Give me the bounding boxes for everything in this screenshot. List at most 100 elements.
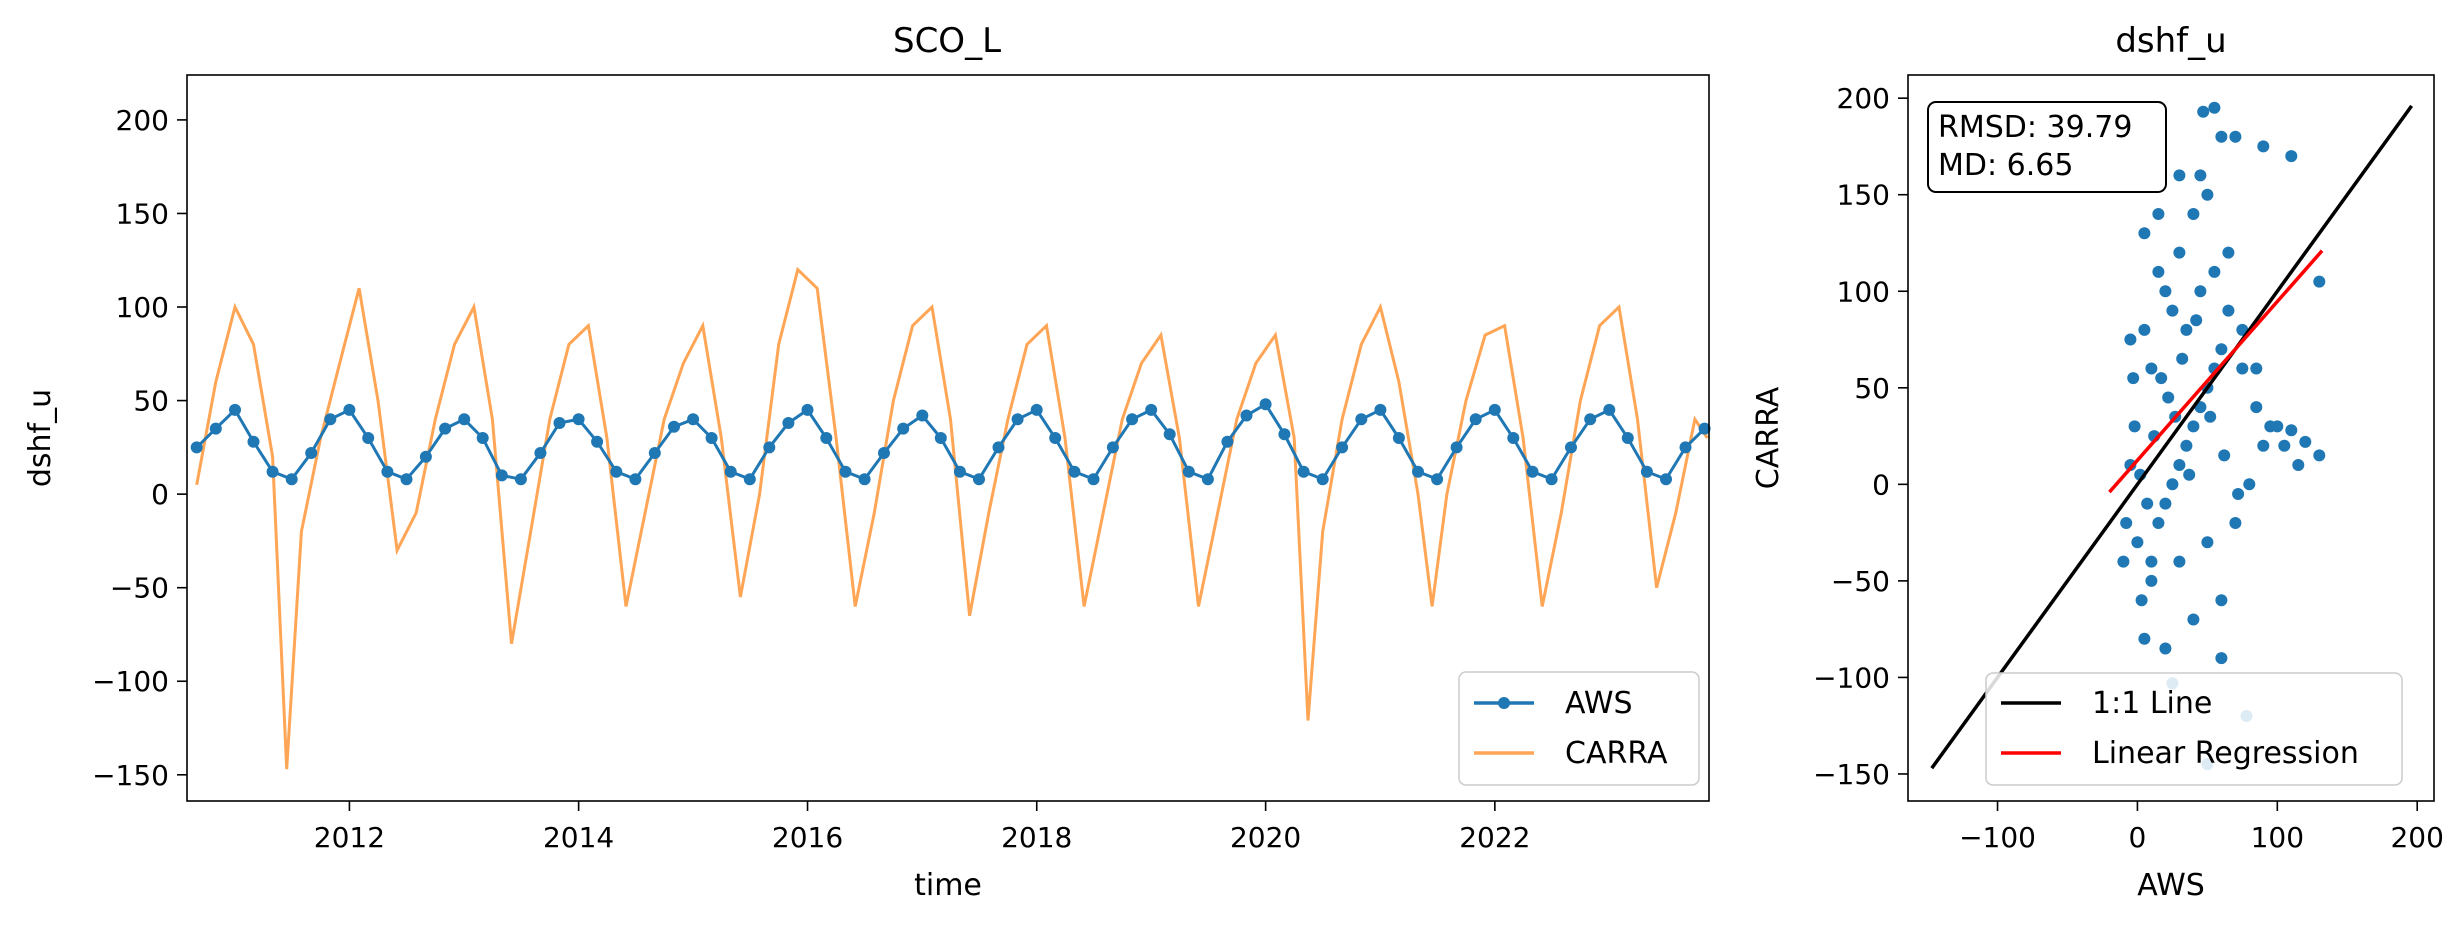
aws-point	[1431, 473, 1444, 486]
scatter-legend-box	[1985, 672, 2403, 786]
aws-point	[1660, 473, 1672, 486]
aws-point	[1049, 432, 1062, 444]
scatter-point	[2285, 150, 2298, 163]
scatter-point	[2159, 285, 2172, 298]
aws-point	[209, 422, 222, 435]
scatter-point	[2155, 372, 2168, 385]
aws-point	[1412, 465, 1424, 478]
y-tick-label: −100	[92, 665, 169, 698]
y-tick-label: 0	[151, 478, 169, 511]
y-tick-label: 100	[1837, 275, 1890, 308]
aws-point	[820, 432, 833, 444]
scatter-point	[2138, 227, 2151, 240]
timeseries-legend: AWS CARRA	[1458, 671, 1700, 786]
aws-point	[992, 441, 1005, 454]
scatter-point	[2271, 420, 2284, 433]
aws-series	[190, 398, 1711, 486]
x-tick-label: 2018	[1001, 821, 1072, 854]
aws-point	[1087, 473, 1100, 486]
scatter-point	[2152, 517, 2165, 529]
scatter-point	[2187, 613, 2200, 626]
scatter-point	[2299, 435, 2312, 448]
aws-point	[285, 473, 298, 486]
scatter-y-label: CARRA	[1751, 386, 1786, 489]
scatter-point	[2141, 497, 2154, 510]
scatter-lines	[1930, 104, 2414, 770]
x-tick-label: 100	[2251, 821, 2304, 854]
stats-md: MD: 6.65	[1938, 148, 2073, 183]
aws-point	[1259, 398, 1272, 411]
aws-point	[724, 465, 737, 478]
scatter-point	[2215, 130, 2228, 143]
scatter-point	[2127, 372, 2140, 385]
scatter-point	[2173, 246, 2186, 259]
aws-point	[858, 473, 871, 486]
scatter-point	[2152, 208, 2165, 220]
scatter-point	[2145, 574, 2158, 587]
legend-one-to-one-label: 1:1 Line	[2092, 686, 2212, 721]
legend-regression-label: Linear Regression	[2092, 736, 2359, 771]
scatter-point	[2166, 478, 2179, 491]
aws-point	[1297, 465, 1310, 478]
scatter-frame	[1907, 74, 2435, 802]
scatter-point	[2162, 391, 2175, 404]
aws-point	[439, 422, 452, 435]
aws-point	[343, 403, 356, 416]
aws-point	[553, 417, 566, 429]
aws-point	[801, 403, 814, 416]
legend-carra-label: CARRA	[1565, 736, 1668, 771]
aws-point	[1278, 428, 1291, 441]
scatter-point	[2128, 420, 2141, 433]
aws-point	[1584, 413, 1597, 426]
timeseries-title: SCO_L	[893, 21, 1001, 61]
x-tick-label: 2014	[543, 821, 614, 854]
aws-point	[1603, 403, 1616, 416]
scatter-chart: dshf_u −100 0 100 200 −150 −100 −50 0 50 100 150 2…	[1751, 21, 2444, 903]
one-to-one-line	[1930, 104, 2414, 770]
scatter-point	[2208, 101, 2221, 114]
x-tick-label: −100	[1959, 821, 2036, 854]
scatter-x-label: AWS	[2137, 868, 2205, 903]
scatter-point	[2135, 594, 2148, 607]
aws-point	[1565, 441, 1577, 454]
aws-point	[476, 432, 489, 444]
aws-point	[1182, 465, 1195, 478]
aws-point	[1163, 428, 1176, 441]
aws-point	[897, 422, 910, 435]
scatter-legend: 1:1 Line Linear Regression	[1985, 672, 2403, 786]
y-tick-label: −150	[1813, 758, 1890, 791]
scatter-point	[2187, 208, 2200, 220]
x-tick-label: 0	[2129, 821, 2147, 854]
y-tick-label: 200	[1837, 82, 1890, 115]
aws-point	[572, 413, 585, 426]
scatter-point	[2218, 449, 2231, 462]
aws-point	[1336, 441, 1349, 454]
aws-point	[229, 403, 241, 416]
aws-point	[1545, 473, 1558, 486]
aws-point	[266, 465, 279, 478]
scatter-point	[2201, 188, 2214, 201]
scatter-point	[2222, 246, 2235, 259]
scatter-point	[2201, 536, 2214, 549]
y-tick-label: 50	[133, 385, 169, 418]
scatter-point	[2159, 497, 2172, 510]
scatter-point	[2236, 362, 2249, 375]
scatter-point	[2194, 169, 2207, 182]
legend-aws-label: AWS	[1565, 686, 1633, 721]
y-tick-label: 100	[116, 291, 169, 324]
y-tick-label: 50	[1854, 372, 1890, 405]
aws-point	[458, 413, 471, 426]
aws-point	[591, 435, 604, 448]
aws-point	[1221, 435, 1234, 448]
timeseries-legend-box	[1458, 671, 1700, 786]
x-tick-label: 2012	[314, 821, 385, 854]
aws-point	[1374, 403, 1387, 416]
scatter-point	[2138, 632, 2151, 645]
aws-point	[495, 469, 508, 482]
y-tick-label: 150	[116, 197, 169, 230]
aws-point	[743, 473, 756, 486]
scatter-point	[2215, 594, 2228, 607]
aws-point	[1621, 432, 1634, 444]
y-tick-label: −150	[92, 759, 169, 792]
